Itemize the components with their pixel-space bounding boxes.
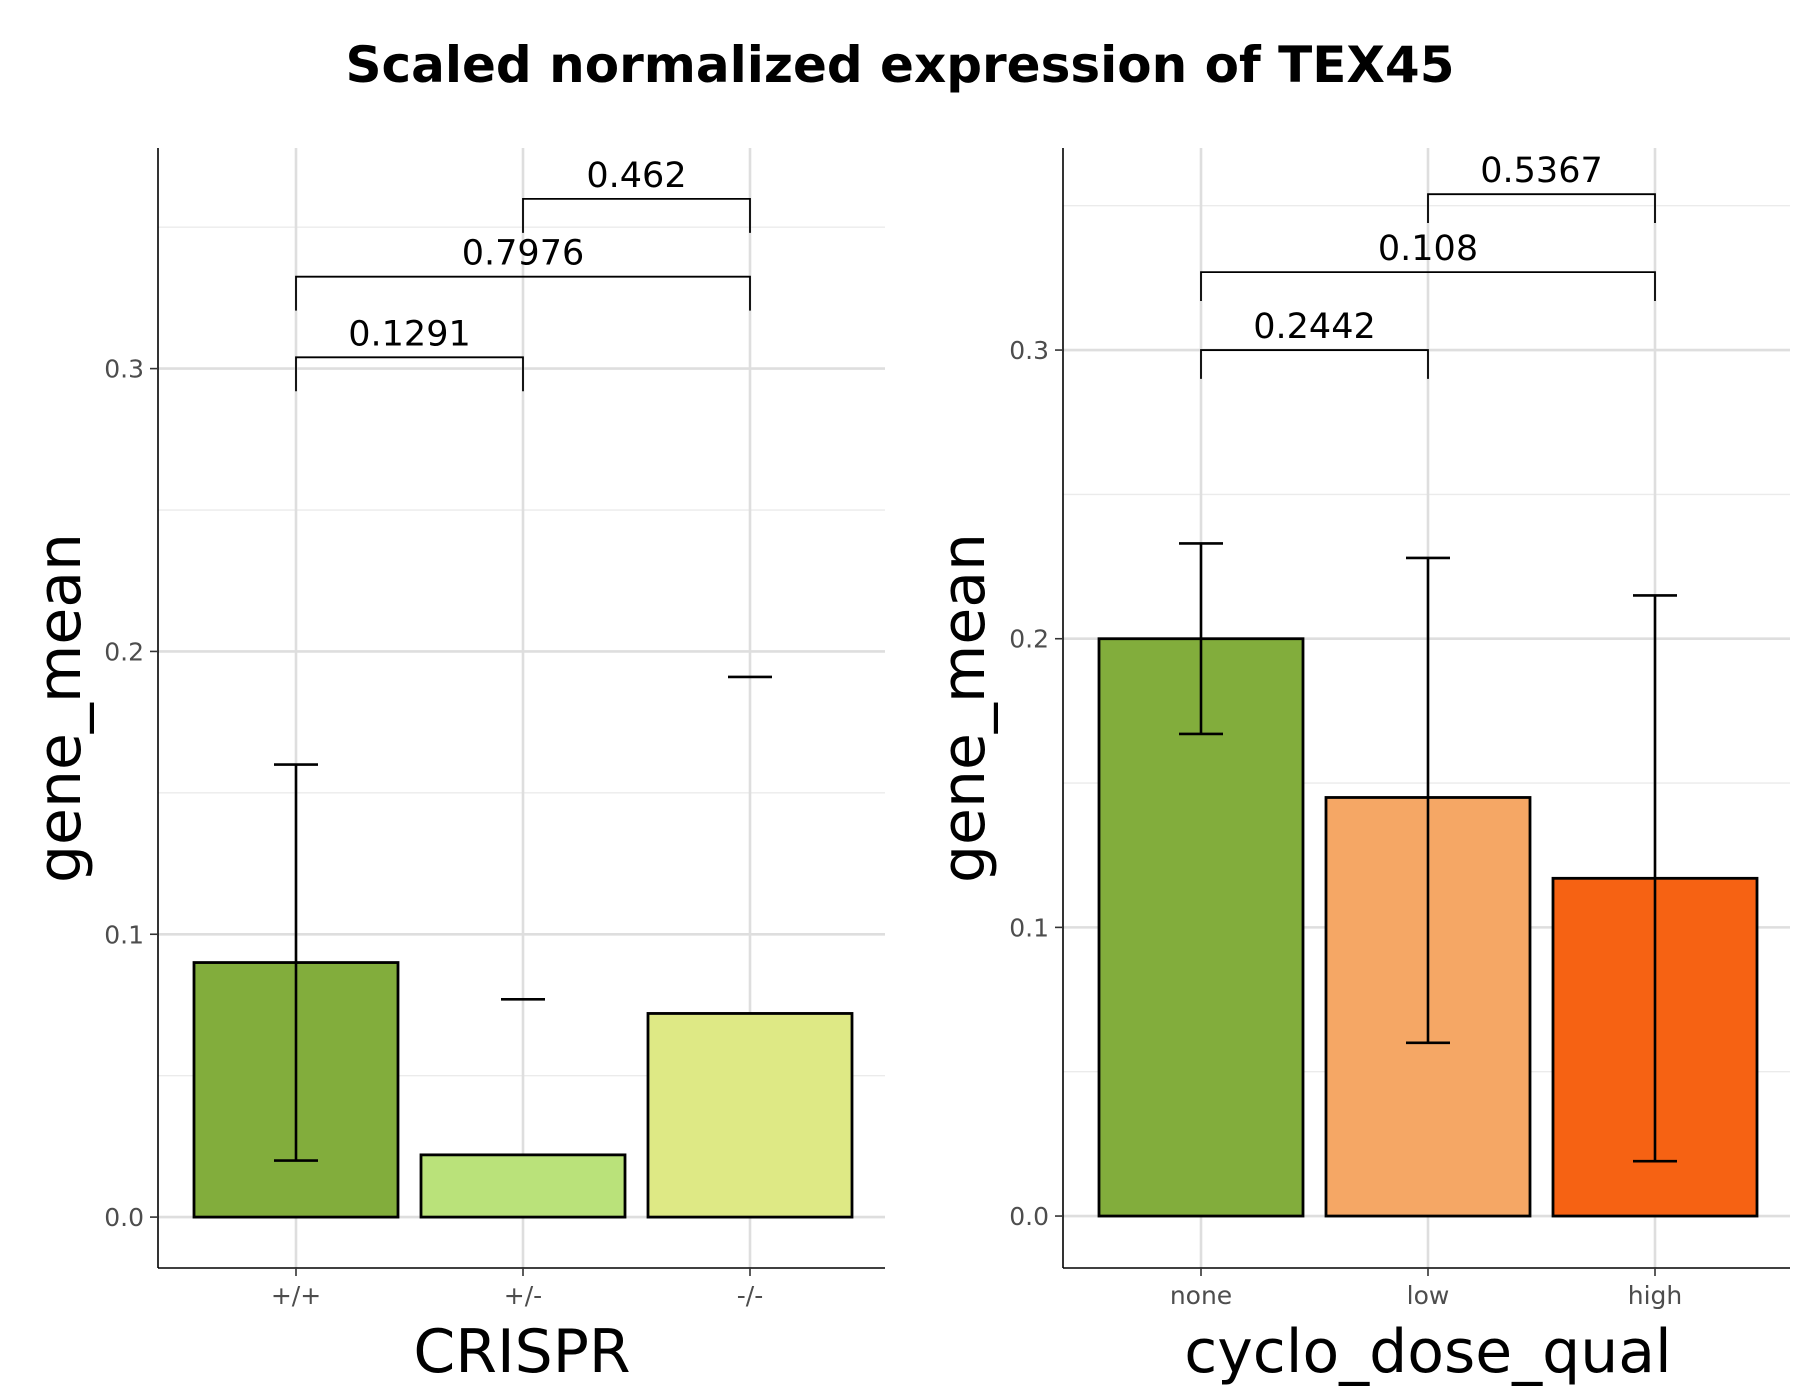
- y-tick-label: 0.2: [104, 637, 144, 666]
- p-value-label: 0.462: [586, 156, 686, 196]
- significance-bracket: [1200, 271, 1656, 301]
- y-tick-label: 0.1: [1009, 913, 1049, 942]
- x-tick-label: +/-: [504, 1281, 542, 1310]
- significance-bracket: [522, 198, 751, 233]
- x-tick-label: low: [1407, 1281, 1450, 1310]
- y-tick-label: 0.0: [104, 1203, 144, 1232]
- y-axis-title: gene_mean: [25, 533, 95, 883]
- p-value-label: 0.108: [1378, 229, 1478, 269]
- y-axis-title: gene_mean: [929, 533, 999, 883]
- figure-title: Scaled normalized expression of TEX45: [345, 36, 1454, 94]
- y-tick-label: 0.0: [1009, 1202, 1049, 1231]
- significance-bracket: [1200, 349, 1429, 379]
- bar--/-: [646, 1012, 854, 1219]
- x-tick-label: high: [1628, 1281, 1683, 1310]
- x-tick-label: none: [1170, 1281, 1232, 1310]
- bar-+/-: [419, 1153, 627, 1219]
- significance-bracket: [295, 356, 524, 392]
- significance-bracket: [1427, 193, 1656, 224]
- p-value-label: 0.7976: [462, 234, 584, 274]
- x-axis-title: CRISPR: [413, 1317, 630, 1387]
- x-tick-label: -/-: [737, 1281, 763, 1310]
- significance-bracket: [295, 275, 751, 311]
- x-tick-label: +/+: [271, 1281, 321, 1310]
- y-tick-label: 0.1: [104, 920, 144, 949]
- y-tick-label: 0.3: [104, 355, 144, 384]
- x-axis-title: cyclo_dose_qual: [1184, 1317, 1671, 1387]
- p-value-label: 0.5367: [1480, 151, 1602, 191]
- y-tick-label: 0.2: [1009, 625, 1049, 654]
- p-value-label: 0.1291: [348, 314, 470, 354]
- y-tick-label: 0.3: [1009, 336, 1049, 365]
- p-value-label: 0.2442: [1253, 307, 1375, 347]
